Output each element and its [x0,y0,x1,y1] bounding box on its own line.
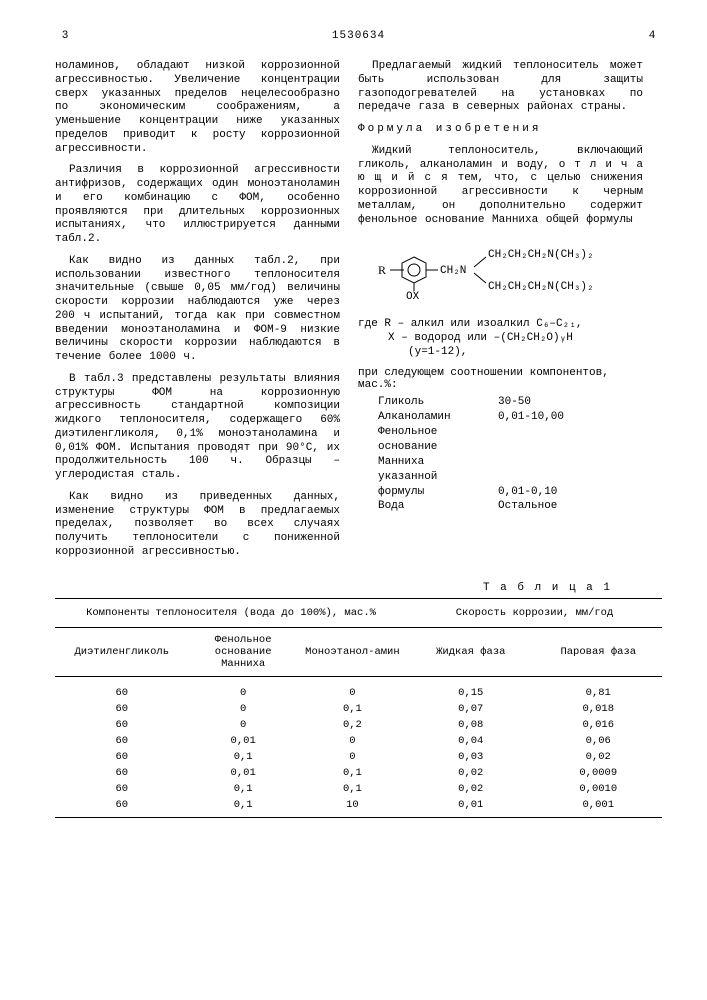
table-cell: 0,15 [407,676,534,701]
table-row: 6000,20,080,016 [55,717,662,733]
chem-tail1: CH₂CH₂CH₂N(CH₃)₂ [488,249,594,261]
table-cell: 0 [298,749,407,765]
table-row: 600,100,030,02 [55,749,662,765]
where-x: X – водород или –(CH₂CH₂O)ᵧH [358,331,643,345]
components-list: Гликоль30-50 Алканоламин0,01-10,00 Фенол… [358,395,643,514]
doc-number: 1530634 [75,30,642,42]
table-body: 60000,150,816000,10,070,0186000,20,080,0… [55,676,662,817]
table-cell: 0 [298,733,407,749]
h1b: Скорость коррозии, мм/год [407,598,662,627]
table-cell: 0,02 [535,749,663,765]
data-table: Компоненты теплоносителя (вода до 100%),… [55,598,662,818]
table-cell: 60 [55,733,189,749]
comp-row: Фенольное [378,425,643,440]
chem-r: R [378,263,386,277]
para-5: Как видно из приведенных данных, изменен… [55,491,340,560]
table-cell: 0,016 [535,717,663,733]
table-cell: 0,02 [407,765,534,781]
table-header-1: Компоненты теплоносителя (вода до 100%),… [55,598,662,627]
comp-row: Алканоламин0,01-10,00 [378,410,643,425]
formula-heading: Формула изобретения [358,123,643,137]
comp-row: Гликоль30-50 [378,395,643,410]
table-cell: 60 [55,749,189,765]
table-cell: 0,08 [407,717,534,733]
table-cell: 0,1 [189,781,298,797]
table-title: Т а б л и ц а 1 [55,582,662,594]
h2-3: Жидкая фаза [407,627,534,676]
table-cell: 0,01 [189,733,298,749]
table-cell: 0 [189,676,298,701]
chemical-formula: R OX CH₂N CH₂CH₂CH₂N(CH₃)₂ CH₂CH₂CH₂N(CH… [358,239,643,304]
h2-0: Диэтиленгликоль [55,627,189,676]
chem-tail2: CH₂CH₂CH₂N(CH₃)₂ [488,281,594,293]
table-cell: 0 [298,676,407,701]
table-cell: 0,06 [535,733,663,749]
table-cell: 0 [189,701,298,717]
table-cell: 0,03 [407,749,534,765]
table-cell: 0,01 [407,797,534,818]
table-cell: 0,1 [298,781,407,797]
table-cell: 60 [55,765,189,781]
comp-row: ВодаОстальное [378,499,643,514]
table-cell: 0,07 [407,701,534,717]
table-cell: 10 [298,797,407,818]
table-cell: 0,001 [535,797,663,818]
h2-1: Фенольное основание Манниха [189,627,298,676]
table-cell: 60 [55,701,189,717]
page-num-left: 3 [55,30,75,42]
where-r: где R – алкил или изоалкил C₆–C₂₁, [358,317,643,331]
table-cell: 0,1 [189,749,298,765]
table-row: 60000,150,81 [55,676,662,701]
table-cell: 0,01 [189,765,298,781]
table-cell: 0,0010 [535,781,663,797]
formula-svg: R OX CH₂N CH₂CH₂CH₂N(CH₃)₂ CH₂CH₂CH₂N(CH… [376,239,626,299]
table-cell: 0 [189,717,298,733]
left-column: ноламинов, обладают низкой коррозионной … [55,60,340,568]
where-y: (y=1-12), [358,345,643,359]
chem-ox: OX [406,291,420,299]
table-row: 600,0100,040,06 [55,733,662,749]
body-columns: ноламинов, обладают низкой коррозионной … [55,60,662,568]
comp-row: основание [378,440,643,455]
claim-text: Жидкий теплоноситель, включающий гликоль… [358,145,643,228]
table-header-2: Диэтиленгликоль Фенольное основание Манн… [55,627,662,676]
comp-row: формулы0,01-0,10 [378,485,643,500]
h2-2: Моноэтанол-амин [298,627,407,676]
chem-chn: CH₂N [440,265,466,277]
table-cell: 0,1 [298,765,407,781]
table-cell: 60 [55,797,189,818]
h1a: Компоненты теплоносителя (вода до 100%),… [55,598,407,627]
ratio-label: при следующем соотношении компонентов, м… [358,367,643,391]
right-column: Предлагаемый жидкий теплоноситель может … [358,60,643,568]
table-row: 600,10,10,020,0010 [55,781,662,797]
table-cell: 0,81 [535,676,663,701]
table-row: 6000,10,070,018 [55,701,662,717]
comp-row: указанной [378,470,643,485]
table-cell: 0,1 [298,701,407,717]
comp-row: Манниха [378,455,643,470]
page-num-right: 4 [642,30,662,42]
table-cell: 0,018 [535,701,663,717]
h2-4: Паровая фаза [535,627,663,676]
para-2: Различия в коррозионной агрессивности ан… [55,164,340,247]
table-cell: 60 [55,717,189,733]
table-cell: 0,04 [407,733,534,749]
table-row: 600,1100,010,001 [55,797,662,818]
where-block: где R – алкил или изоалкил C₆–C₂₁, X – в… [358,317,643,360]
intro-para: Предлагаемый жидкий теплоноситель может … [358,60,643,115]
page: 3 1530634 4 ноламинов, обладают низкой к… [0,0,707,1000]
table-cell: 0,2 [298,717,407,733]
table-row: 600,010,10,020,0009 [55,765,662,781]
para-4: В табл.3 представлены результаты влияния… [55,373,340,483]
table-cell: 60 [55,781,189,797]
para-1: ноламинов, обладают низкой коррозионной … [55,60,340,156]
para-3: Как видно из данных табл.2, при использо… [55,255,340,365]
table-cell: 0,1 [189,797,298,818]
header: 3 1530634 4 [55,30,662,42]
table-cell: 0,0009 [535,765,663,781]
table-cell: 60 [55,676,189,701]
table-cell: 0,02 [407,781,534,797]
